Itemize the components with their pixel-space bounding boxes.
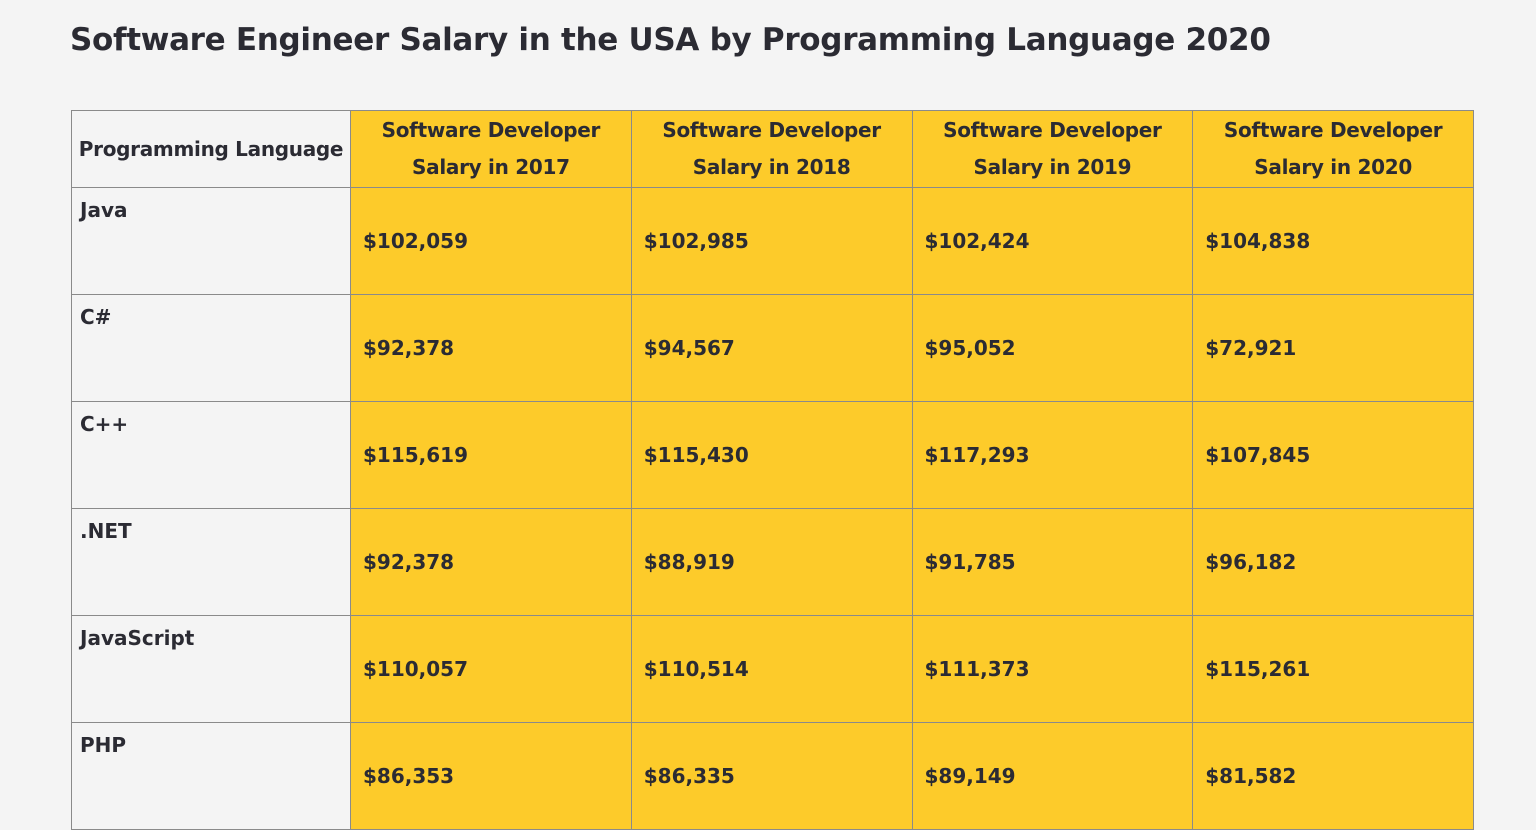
table-row: Java $102,059 $102,985 $102,424 $104,838 <box>71 187 1474 295</box>
header-2018: Software Developer Salary in 2018 <box>630 110 913 188</box>
cell-salary: $107,845 <box>1192 401 1474 509</box>
cell-salary: $104,838 <box>1192 187 1474 295</box>
salary-table: Programming Language Software Developer … <box>71 110 1474 830</box>
cell-salary: $115,261 <box>1192 615 1474 723</box>
cell-salary: $86,353 <box>350 722 632 830</box>
table-row: JavaScript $110,057 $110,514 $111,373 $115,2… <box>71 615 1474 723</box>
table-header-row: Programming Language Software Developer … <box>71 110 1474 188</box>
cell-salary: $110,514 <box>630 615 913 723</box>
cell-salary: $110,057 <box>350 615 632 723</box>
cell-salary: $92,378 <box>350 294 632 402</box>
cell-language: JavaScript <box>71 615 351 723</box>
cell-salary: $89,149 <box>911 722 1194 830</box>
cell-salary: $96,182 <box>1192 508 1474 616</box>
cell-salary: $102,985 <box>630 187 913 295</box>
page-title: Software Engineer Salary in the USA by P… <box>70 22 1271 58</box>
cell-salary: $72,921 <box>1192 294 1474 402</box>
cell-salary: $117,293 <box>911 401 1194 509</box>
cell-salary: $102,059 <box>350 187 632 295</box>
cell-language: .NET <box>71 508 351 616</box>
cell-salary: $95,052 <box>911 294 1194 402</box>
header-language: Programming Language <box>71 110 351 188</box>
cell-salary: $81,582 <box>1192 722 1474 830</box>
cell-language: C++ <box>71 401 351 509</box>
cell-salary: $115,430 <box>630 401 913 509</box>
header-2020: Software Developer Salary in 2020 <box>1192 110 1474 188</box>
table-row: C++ $115,619 $115,430 $117,293 $107,845 <box>71 401 1474 509</box>
header-2019: Software Developer Salary in 2019 <box>911 110 1194 188</box>
cell-salary: $115,619 <box>350 401 632 509</box>
cell-salary: $91,785 <box>911 508 1194 616</box>
cell-language: Java <box>71 187 351 295</box>
table-row: .NET $92,378 $88,919 $91,785 $96,182 <box>71 508 1474 616</box>
header-2017: Software Developer Salary in 2017 <box>350 110 632 188</box>
cell-language: C# <box>71 294 351 402</box>
table-row: C# $92,378 $94,567 $95,052 $72,921 <box>71 294 1474 402</box>
table-row: PHP $86,353 $86,335 $89,149 $81,582 <box>71 722 1474 830</box>
cell-salary: $111,373 <box>911 615 1194 723</box>
cell-salary: $94,567 <box>630 294 913 402</box>
cell-salary: $86,335 <box>630 722 913 830</box>
cell-salary: $102,424 <box>911 187 1194 295</box>
cell-salary: $92,378 <box>350 508 632 616</box>
cell-salary: $88,919 <box>630 508 913 616</box>
cell-language: PHP <box>71 722 351 830</box>
